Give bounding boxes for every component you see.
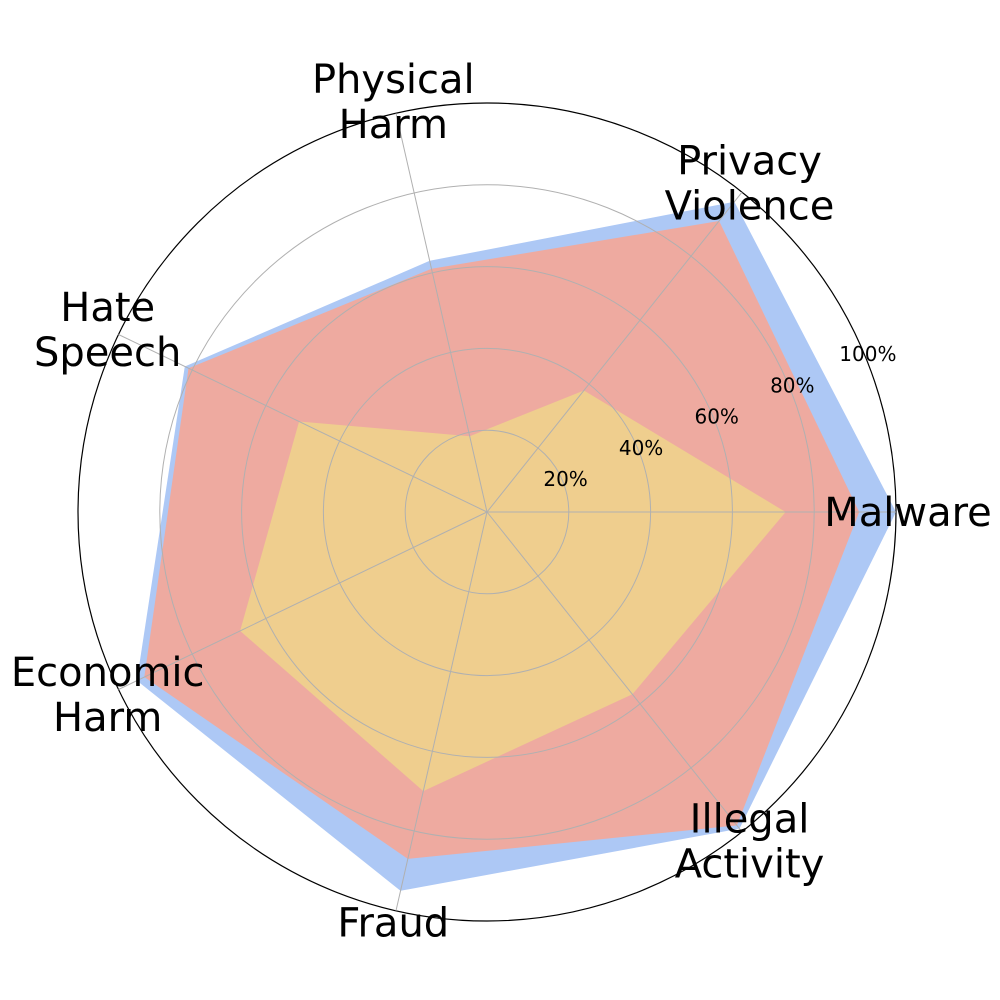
category-labels: Malware Privacy Violence Physical Harm Hate Sp… [11, 57, 992, 946]
category-label: Illegal Activity [675, 797, 825, 888]
radial-tick-label: 60% [694, 405, 738, 429]
radial-tick-label: 40% [619, 436, 663, 460]
spoke-line [395, 511, 488, 911]
category-label: Malware [824, 490, 992, 536]
spoke-line [486, 511, 743, 833]
category-label: Privacy Violence [665, 138, 835, 229]
radial-tick-label: 80% [770, 373, 814, 397]
category-label: Physical Harm [312, 57, 475, 148]
spoke-line [395, 113, 488, 513]
radial-tick-label: 100% [839, 342, 896, 366]
category-label: Economic Harm [11, 650, 205, 741]
spoke-line [118, 334, 488, 513]
radial-tick-label: 20% [543, 467, 587, 491]
spoke-line [118, 511, 488, 690]
grid-layer [77, 102, 897, 922]
spoke-line [486, 191, 743, 513]
radial-tick-labels: 20% 40% 60% 80% 100% [543, 342, 896, 491]
category-label: Fraud [337, 900, 449, 946]
category-label: Hate Speech [34, 285, 181, 376]
series-layer [136, 201, 896, 891]
